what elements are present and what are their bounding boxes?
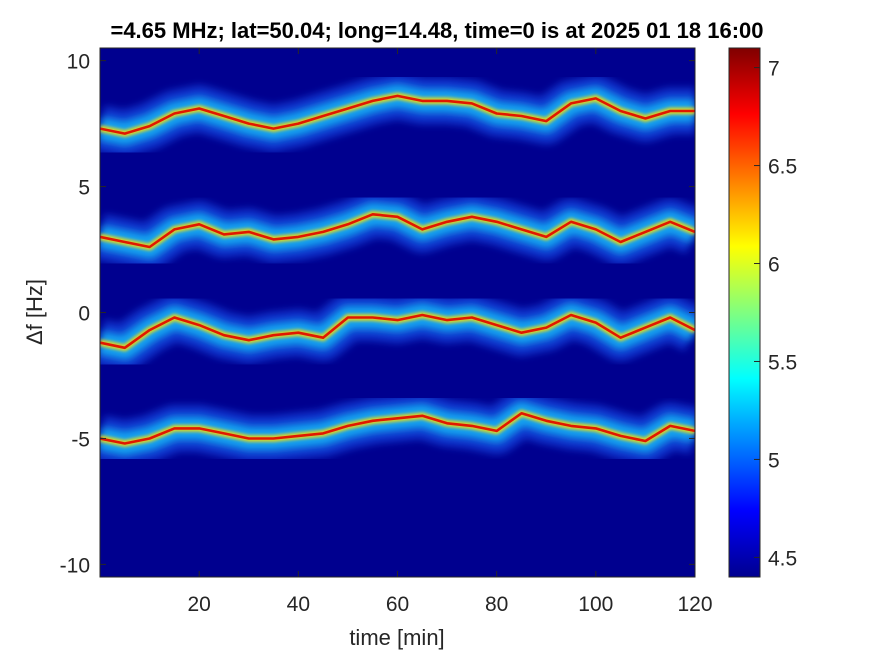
x-axis-ticks: 20 40 60 80 100 120 xyxy=(187,48,713,616)
y-tick-label: 10 xyxy=(67,51,90,74)
x-tick-label: 60 xyxy=(386,593,409,616)
colorbar-tick-label: 5 xyxy=(768,449,780,472)
colorbar-tick-label: 6 xyxy=(768,254,780,277)
trace-line-2 xyxy=(100,213,695,249)
y-tick-label: 5 xyxy=(78,177,90,200)
x-tick-label: 40 xyxy=(287,593,310,616)
trace-line-1 xyxy=(100,94,695,135)
trace-line-4 xyxy=(100,412,695,445)
x-tick-label: 120 xyxy=(677,593,712,616)
colorbar-ticks: 4.5 5 5.5 6 6.5 7 xyxy=(754,58,797,570)
colorbar-tick-label: 5.5 xyxy=(768,351,797,374)
colorbar-tick-label: 4.5 xyxy=(768,547,797,570)
chart-title: =4.65 MHz; lat=50.04; long=14.48, time=0… xyxy=(110,18,763,43)
colorbar xyxy=(728,47,761,578)
signal-traces xyxy=(100,72,695,467)
x-axis-label: time [min] xyxy=(349,625,444,650)
trace-line-3 xyxy=(100,313,695,350)
y-axis-ticks: -10 -5 0 5 10 xyxy=(60,51,695,577)
y-axis-label: Δf [Hz] xyxy=(22,279,47,345)
x-tick-label: 100 xyxy=(578,593,613,616)
y-tick-label: -10 xyxy=(60,554,90,577)
colorbar-tick-label: 7 xyxy=(768,58,780,81)
y-tick-label: -5 xyxy=(71,428,90,451)
colorbar-tick-label: 6.5 xyxy=(768,156,797,179)
x-tick-label: 80 xyxy=(485,593,508,616)
x-tick-label: 20 xyxy=(187,593,210,616)
y-tick-label: 0 xyxy=(78,303,90,326)
